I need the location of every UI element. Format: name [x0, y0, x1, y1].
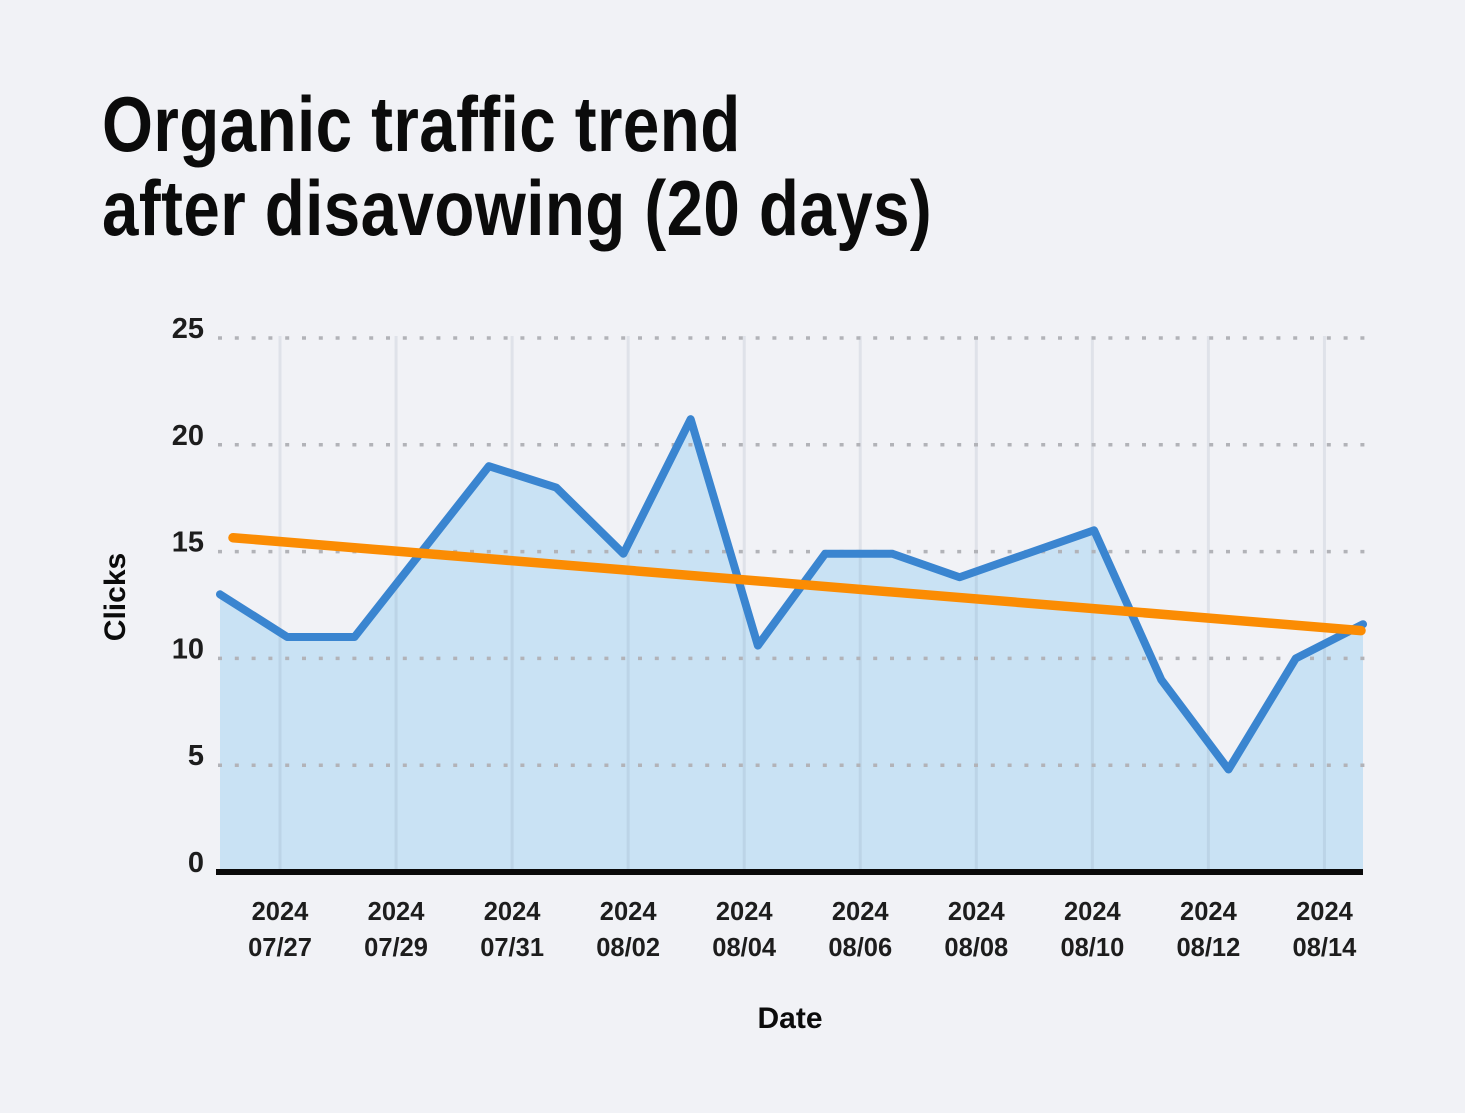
- x-tick-label-day: 08/14: [1293, 934, 1358, 962]
- trend-line: [228, 532, 1366, 636]
- x-tick-label-year: 2024: [1064, 898, 1122, 926]
- x-tick-label-year: 2024: [832, 898, 890, 926]
- x-tick-label-day: 08/02: [596, 934, 660, 962]
- x-tick-label-year: 2024: [600, 898, 658, 926]
- y-tick-label: 15: [172, 527, 204, 559]
- chart-title: Organic traffic trend after disavowing (…: [102, 82, 932, 250]
- x-tick-label-day: 07/27: [248, 934, 312, 962]
- x-tick-label-day: 08/12: [1176, 934, 1240, 962]
- x-tick-label-day: 08/08: [944, 934, 1008, 962]
- y-tick-label: 10: [172, 633, 204, 665]
- clicks-area-fill: [220, 419, 1363, 869]
- x-tick-label-year: 2024: [252, 898, 310, 926]
- y-tick-label: 20: [172, 420, 204, 452]
- x-axis-title: Date: [757, 1002, 822, 1035]
- y-tick-label: 5: [188, 740, 204, 772]
- y-tick-label: 0: [188, 847, 204, 879]
- x-tick-label-day: 07/31: [480, 934, 544, 962]
- clicks-line: [216, 415, 1367, 774]
- x-tick-label-year: 2024: [1296, 898, 1354, 926]
- chart-title-line2: after disavowing (20 days): [102, 164, 933, 252]
- x-tick-label-day: 08/10: [1060, 934, 1124, 962]
- y-tick-label: 25: [172, 313, 204, 345]
- chart-title-line1: Organic traffic trend: [102, 80, 741, 168]
- x-tick-label-year: 2024: [1180, 898, 1238, 926]
- x-tick-label-year: 2024: [948, 898, 1006, 926]
- x-tick-label-day: 07/29: [364, 934, 428, 962]
- x-tick-label-day: 08/06: [828, 934, 892, 962]
- y-axis-title: Clicks: [99, 553, 132, 641]
- x-tick-label-year: 2024: [716, 898, 774, 926]
- x-tick-label-day: 08/04: [712, 934, 777, 962]
- x-tick-label-year: 2024: [484, 898, 542, 926]
- x-tick-label-year: 2024: [368, 898, 426, 926]
